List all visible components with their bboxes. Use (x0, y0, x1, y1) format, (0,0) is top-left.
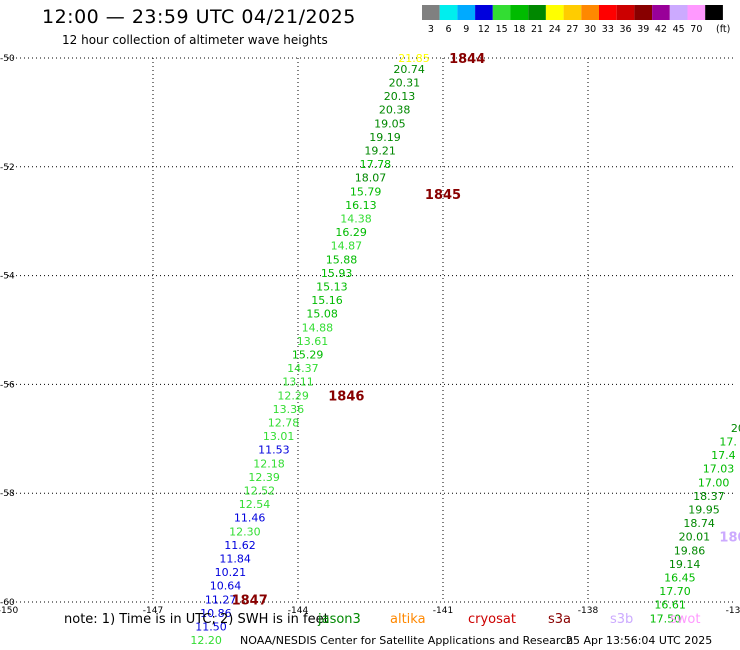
satellite-s3a: s3a (548, 612, 572, 627)
wave-height-value: 15.93 (321, 267, 353, 280)
time-label: 1846 (328, 389, 364, 404)
chart-subtitle: 12 hour collection of altimeter wave hei… (62, 33, 328, 47)
chart-title: 12:00 — 23:59 UTC 04/21/2025 (42, 6, 356, 28)
y-tick-label: -56 (0, 380, 15, 390)
x-tick-label: -147 (143, 606, 163, 616)
wave-height-value: 17.00 (698, 476, 730, 489)
wave-height-value: 12.52 (244, 484, 276, 497)
wave-height-value: 11.50 (195, 620, 227, 633)
wave-height-value: 18.07 (355, 172, 387, 185)
y-tick-label: -58 (0, 489, 15, 499)
wave-height-value: 14.37 (287, 362, 319, 375)
wave-height-value: 13.11 (282, 376, 314, 389)
wave-height-value: 14.87 (331, 240, 363, 253)
wave-height-value: 19.95 (688, 504, 720, 517)
render-timestamp: 25 Apr 13:56:04 UTC 2025 (566, 634, 713, 647)
wave-height-value: 12.20 (190, 634, 222, 647)
wave-height-value: 14.88 (302, 321, 334, 334)
wave-height-value: 20.31 (389, 76, 421, 89)
wave-height-value: 11.84 (219, 552, 251, 565)
x-tick-label: -141 (433, 606, 453, 616)
wave-height-value: 16.45 (664, 572, 696, 585)
wave-height-value: 17.70 (659, 585, 691, 598)
credit-line: NOAA/NESDIS Center for Satellite Applica… (240, 634, 574, 647)
wave-height-value: 12.18 (253, 457, 285, 470)
wave-height-value: 11.46 (234, 512, 266, 525)
wave-height-value: 20.01 (679, 531, 711, 544)
wave-height-value: 20 (731, 422, 740, 435)
wave-height-value: 10.64 (210, 580, 242, 593)
time-label: 1847 (232, 593, 268, 608)
satellite-s3b: s3b (610, 612, 634, 627)
wave-height-value: 19.19 (369, 131, 401, 144)
wave-height-value: 19.14 (669, 558, 701, 571)
time-label: 1844 (449, 52, 485, 67)
satellite-altika: altika (390, 612, 426, 627)
wave-height-value: 12.39 (248, 471, 280, 484)
wave-height-value: 11.62 (224, 539, 256, 552)
wave-height-value: 13.36 (273, 403, 305, 416)
wave-height-value: 16.13 (345, 199, 377, 212)
satellite-swot: swot (670, 612, 701, 627)
wave-height-value: 11.27 (205, 593, 237, 606)
wave-height-value: 14.38 (340, 212, 372, 225)
wave-height-value: 19.86 (674, 544, 706, 557)
wave-height-value: 10.21 (215, 566, 247, 579)
y-tick-label: -54 (0, 272, 15, 282)
wave-height-value: 21.85 (398, 52, 430, 65)
wave-height-value: 12.78 (268, 416, 300, 429)
wave-height-value: 13.01 (263, 430, 295, 443)
wave-height-value: 12.29 (277, 389, 309, 402)
wave-height-value: 19.05 (374, 117, 406, 130)
x-tick-label: -138 (578, 606, 599, 616)
wave-height-value: 20.38 (379, 104, 411, 117)
y-tick-label: -52 (0, 163, 15, 173)
time-label: 1845 (425, 188, 461, 203)
wave-height-value: 12.30 (229, 525, 261, 538)
y-tick-label: -60 (0, 598, 15, 608)
wave-height-value: 17.78 (360, 158, 392, 171)
x-tick-label: -13 (726, 606, 740, 616)
wave-height-value: 18.37 (693, 490, 725, 503)
wave-height-value: 20.13 (384, 90, 416, 103)
wave-height-value: 15.16 (311, 294, 343, 307)
wave-height-value: 15.79 (350, 185, 382, 198)
wave-height-value: 15.08 (306, 308, 338, 321)
wave-height-value: 17. (719, 436, 737, 449)
wave-height-value: 16.61 (654, 599, 686, 612)
wave-height-value: 15.88 (326, 253, 358, 266)
wave-height-value: 12.54 (239, 498, 271, 511)
footer-note: note: 1) Time is in UTC; 2) SWH is in fe… (64, 612, 329, 627)
wave-height-value: 19.21 (364, 144, 396, 157)
x-tick-label: -144 (288, 606, 309, 616)
wave-height-value: 16.29 (335, 226, 367, 239)
wave-height-value: 10.86 (200, 607, 232, 620)
x-tick-label: -150 (0, 606, 18, 616)
wave-height-value: 15.13 (316, 280, 348, 293)
satellite-jason3: jason3 (318, 612, 361, 627)
wave-height-value: 17.03 (703, 463, 735, 476)
wave-height-value: 18.74 (683, 517, 715, 530)
time-label: 180 (719, 531, 740, 546)
wave-height-value: 20.74 (393, 63, 425, 76)
wave-height-value: 17.50 (650, 612, 682, 625)
y-tick-label: -50 (0, 54, 15, 64)
satellite-cryosat: cryosat (468, 612, 516, 627)
wave-height-value: 15.29 (292, 348, 324, 361)
wave-height-value: 17.4 (711, 449, 736, 462)
wave-height-value: 13.61 (297, 335, 329, 348)
wave-height-value: 11.53 (258, 444, 290, 457)
